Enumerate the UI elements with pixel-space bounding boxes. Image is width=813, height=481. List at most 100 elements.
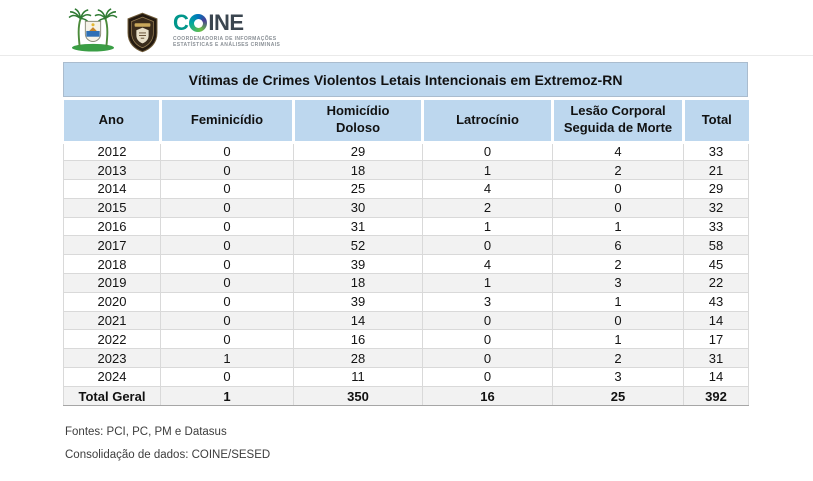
value-cell: 0 (160, 197, 294, 218)
column-header-latrocinio: Latrocínio (421, 100, 553, 144)
value-cell: 39 (293, 291, 423, 312)
table-row: 2016 0 31 1 1 33 (63, 216, 749, 237)
value-cell: 0 (160, 235, 294, 256)
report-title-bar: Vítimas de Crimes Violentos Letais Inten… (63, 62, 748, 97)
horizontal-divider (0, 55, 813, 56)
column-header-lesao-corporal: Lesão Corporal Seguida de Morte (551, 100, 684, 144)
table-row: 2021 0 14 0 0 14 (63, 310, 749, 331)
value-cell: 45 (683, 254, 749, 275)
value-cell: 29 (293, 141, 423, 162)
value-cell: 16 (293, 329, 423, 350)
value-cell: 52 (293, 235, 423, 256)
value-cell: 28 (293, 348, 423, 369)
table-header-row: Ano Feminicídio Homicídio Doloso Latrocí… (63, 100, 749, 144)
total-row: Total Geral 1 350 16 25 392 (63, 385, 749, 407)
table-header: Ano Feminicídio Homicídio Doloso Latrocí… (63, 100, 749, 144)
value-cell: 17 (683, 329, 749, 350)
value-cell: 14 (683, 310, 749, 331)
value-cell: 14 (683, 367, 749, 387)
table-row: 2020 0 39 3 1 43 (63, 291, 749, 312)
year-cell: 2020 (63, 291, 161, 312)
value-cell: 1 (160, 348, 294, 369)
value-cell: 0 (422, 329, 553, 350)
value-cell: 33 (683, 141, 749, 162)
value-cell: 1 (552, 329, 684, 350)
table-row: 2022 0 16 0 1 17 (63, 329, 749, 350)
total-value-cell: 16 (422, 385, 553, 407)
value-cell: 0 (422, 310, 553, 331)
year-cell: 2024 (63, 367, 161, 387)
coine-subtitle: COORDENADORIA DE INFORMAÇÕES ESTATÍSTICA… (173, 36, 280, 48)
value-cell: 2 (552, 254, 684, 275)
year-cell: 2013 (63, 160, 161, 181)
year-cell: 2014 (63, 179, 161, 199)
value-cell: 0 (160, 216, 294, 237)
value-cell: 29 (683, 179, 749, 199)
column-header-ano: Ano (63, 100, 161, 144)
value-cell: 0 (160, 367, 294, 387)
value-cell: 1 (552, 291, 684, 312)
value-cell: 25 (293, 179, 423, 199)
value-cell: 33 (683, 216, 749, 237)
value-cell: 39 (293, 254, 423, 275)
table-row: 2013 0 18 1 2 21 (63, 160, 749, 181)
value-cell: 21 (683, 160, 749, 181)
year-cell: 2017 (63, 235, 161, 256)
value-cell: 14 (293, 310, 423, 331)
year-cell: 2015 (63, 197, 161, 218)
total-label-cell: Total Geral (63, 385, 161, 407)
value-cell: 6 (552, 235, 684, 256)
value-cell: 0 (160, 291, 294, 312)
value-cell: 0 (552, 310, 684, 331)
total-value-cell: 25 (552, 385, 684, 407)
year-cell: 2019 (63, 273, 161, 293)
value-cell: 18 (293, 160, 423, 181)
column-header-feminicidio: Feminicídio (159, 100, 294, 144)
value-cell: 4 (422, 254, 553, 275)
total-value-cell: 350 (293, 385, 423, 407)
logo-strip: C INE COORDENADORIA DE INFORMAÇÕES ESTATÍ… (68, 8, 280, 53)
coine-logo: C INE COORDENADORIA DE INFORMAÇÕES ESTATÍ… (173, 8, 280, 49)
table-row: 2024 0 11 0 3 14 (63, 367, 749, 387)
value-cell: 31 (293, 216, 423, 237)
value-cell: 0 (422, 348, 553, 369)
coine-letters-ine: INE (208, 10, 244, 35)
table-row: 2017 0 52 0 6 58 (63, 235, 749, 256)
value-cell: 3 (552, 273, 684, 293)
value-cell: 11 (293, 367, 423, 387)
table-row: 2023 1 28 0 2 31 (63, 348, 749, 369)
coine-letter-c: C (173, 10, 189, 35)
value-cell: 3 (422, 291, 553, 312)
table-row: 2014 0 25 4 0 29 (63, 179, 749, 199)
value-cell: 0 (422, 141, 553, 162)
coine-o-ring-icon (189, 14, 208, 32)
coine-subtitle-line1: COORDENADORIA DE INFORMAÇÕES (173, 36, 277, 42)
consolidation-note: Consolidação de dados: COINE/SESED (65, 449, 271, 461)
value-cell: 58 (683, 235, 749, 256)
coine-subtitle-line2: ESTATÍSTICAS E ANÁLISES CRIMINAIS (173, 42, 281, 48)
table-row: 2015 0 30 2 0 32 (63, 197, 749, 218)
table-row: 2012 0 29 0 4 33 (63, 141, 749, 162)
rn-coat-of-arms-logo (68, 8, 118, 52)
column-header-total: Total (682, 100, 749, 144)
value-cell: 2 (422, 197, 553, 218)
statistics-table: Ano Feminicídio Homicídio Doloso Latrocí… (63, 100, 749, 407)
total-value-cell: 1 (160, 385, 294, 407)
police-badge-logo (127, 12, 158, 53)
value-cell: 3 (552, 367, 684, 387)
value-cell: 0 (160, 254, 294, 275)
value-cell: 0 (552, 179, 684, 199)
year-cell: 2016 (63, 216, 161, 237)
column-header-homicidio-doloso: Homicídio Doloso (292, 100, 423, 144)
value-cell: 4 (422, 179, 553, 199)
report-title: Vítimas de Crimes Violentos Letais Inten… (188, 71, 623, 88)
value-cell: 18 (293, 273, 423, 293)
year-cell: 2022 (63, 329, 161, 350)
value-cell: 1 (422, 160, 553, 181)
value-cell: 43 (683, 291, 749, 312)
year-cell: 2023 (63, 348, 161, 369)
year-cell: 2021 (63, 310, 161, 331)
value-cell: 0 (422, 235, 553, 256)
coine-wordmark: C INE (173, 12, 280, 34)
table-row: 2018 0 39 4 2 45 (63, 254, 749, 275)
